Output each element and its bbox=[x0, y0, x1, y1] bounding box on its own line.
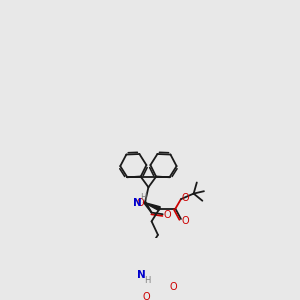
Text: O: O bbox=[137, 198, 144, 208]
Text: H: H bbox=[144, 276, 151, 285]
Text: H: H bbox=[140, 193, 146, 202]
Text: O: O bbox=[170, 282, 178, 292]
Text: N: N bbox=[133, 198, 142, 208]
Polygon shape bbox=[144, 202, 160, 211]
Text: N: N bbox=[137, 270, 146, 280]
Text: O: O bbox=[181, 216, 189, 226]
Text: O: O bbox=[181, 193, 189, 202]
Text: O: O bbox=[164, 210, 171, 220]
Text: O: O bbox=[142, 292, 150, 300]
